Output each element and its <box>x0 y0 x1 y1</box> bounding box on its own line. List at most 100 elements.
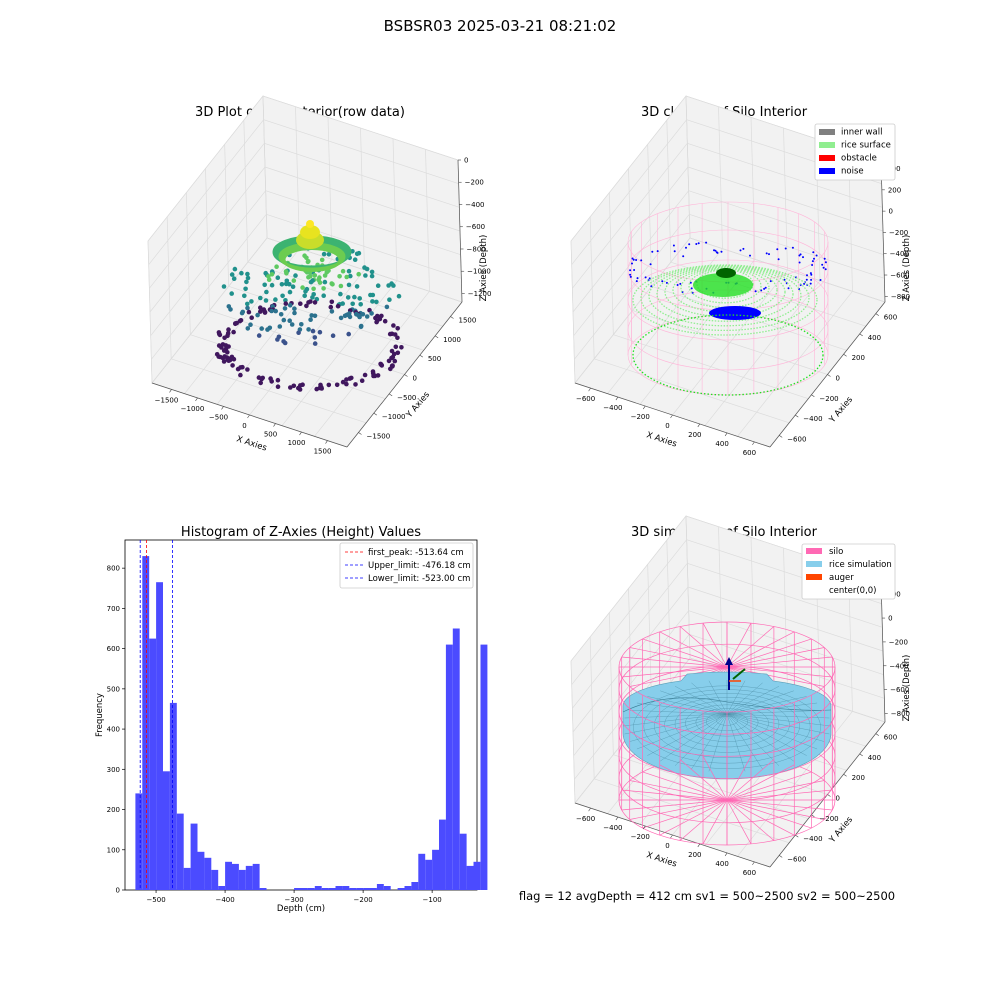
data-point <box>334 382 340 388</box>
data-point <box>387 297 392 303</box>
histogram-bar <box>135 793 143 890</box>
noise-point <box>633 269 636 271</box>
histogram-bar <box>232 863 239 890</box>
histogram-bar <box>259 888 267 890</box>
noise-cluster <box>709 306 761 320</box>
y-tick-label: −200 <box>819 395 838 403</box>
x-tick-mark <box>247 414 250 419</box>
x-tick-mark <box>221 406 224 410</box>
data-point <box>354 284 360 289</box>
y-tick-mark <box>827 794 831 797</box>
silo-floor-spoke <box>642 799 728 829</box>
rice-mesh-spoke <box>726 713 830 735</box>
data-point <box>246 309 252 315</box>
data-point <box>314 386 320 392</box>
data-point <box>321 293 327 299</box>
histogram-legend: first_peak: -513.64 cm Upper_limit: -476… <box>339 542 474 589</box>
noise-point <box>713 249 715 252</box>
z-tick-label: −800 <box>467 245 486 253</box>
y-tick-label: 0 <box>836 795 840 803</box>
rice-surface-ring <box>632 264 818 336</box>
x-tick-label: 200 <box>688 851 701 859</box>
histogram-threshold-lines <box>139 540 173 890</box>
x-tick-label: 0 <box>665 842 669 850</box>
noise-point <box>802 256 804 259</box>
noise-point <box>739 249 742 252</box>
y-tick-label: 700 <box>107 605 120 613</box>
data-point <box>293 273 298 278</box>
data-point <box>296 330 301 336</box>
data-point <box>310 328 316 334</box>
data-point <box>344 381 349 387</box>
rice-surface-cluster <box>693 273 753 297</box>
y-tick-mark <box>450 316 454 319</box>
z-axis-line <box>880 579 886 723</box>
data-point <box>352 294 357 300</box>
z-tick-label: −600 <box>890 686 909 694</box>
x-tick-mark <box>588 387 591 392</box>
x-tick-label: −600 <box>576 815 595 823</box>
rice-mesh-spoke <box>629 710 728 715</box>
data-point <box>357 296 363 301</box>
x-tick-label: −400 <box>603 824 622 832</box>
noise-point <box>644 276 647 279</box>
noise-point <box>690 287 693 290</box>
rice-ridge <box>622 697 832 713</box>
gridline <box>570 515 687 662</box>
noise-point <box>689 281 692 284</box>
data-point <box>269 282 275 288</box>
data-point <box>338 315 344 321</box>
data-point <box>360 312 366 317</box>
histogram-bar <box>225 861 232 890</box>
data-point <box>399 345 404 350</box>
data-point <box>281 317 287 323</box>
y-tick-label: 100 <box>107 846 120 854</box>
data-point <box>359 378 365 384</box>
data-point <box>369 273 375 279</box>
noise-point <box>649 263 652 266</box>
silo-floor-spoke <box>642 771 728 801</box>
z-tick-label: −800 <box>891 293 910 301</box>
gridline <box>147 95 264 242</box>
x-tick-label: −200 <box>631 833 650 841</box>
data-point <box>347 314 353 320</box>
panel2-zlabel: Z Axies (Depth) <box>902 235 912 302</box>
x-tick-label: −500 <box>209 413 228 421</box>
data-point <box>384 304 390 310</box>
x-tick-label: −500 <box>146 896 165 904</box>
histogram-bar <box>163 771 170 890</box>
silo-floor-spoke <box>726 799 812 829</box>
histogram-ylabel: Frequency <box>95 693 105 737</box>
noise-point <box>688 243 691 246</box>
rice-mesh-spoke <box>636 713 728 750</box>
data-point <box>248 322 253 328</box>
noise-point <box>769 280 772 283</box>
data-point <box>231 329 236 335</box>
z-tick-label: −400 <box>465 201 484 209</box>
data-point <box>287 303 293 308</box>
x-tick-label: 1500 <box>314 448 332 456</box>
rice-mesh-spoke <box>726 696 807 715</box>
noise-point <box>805 278 808 281</box>
data-point <box>256 333 262 338</box>
rice-mesh-spoke <box>726 713 832 727</box>
data-point <box>322 273 328 278</box>
y-tick-label: 200 <box>107 806 120 814</box>
noise-point <box>824 268 827 271</box>
rice-mesh-spoke <box>726 713 763 770</box>
data-point <box>312 313 318 319</box>
y-tick-mark <box>859 333 863 337</box>
noise-point <box>819 279 822 281</box>
data-point <box>235 366 241 372</box>
data-point <box>233 321 238 327</box>
panel-classify-scatter: 3D classify of Silo Interior −600−400−20… <box>570 95 912 457</box>
noise-point <box>685 246 687 249</box>
gridline <box>689 237 886 303</box>
data-point <box>228 307 233 312</box>
noise-point <box>776 248 779 251</box>
data-point <box>231 356 237 362</box>
noise-point <box>673 250 676 253</box>
data-point <box>345 295 351 300</box>
legend-auger: auger <box>829 573 854 583</box>
data-point <box>258 305 263 311</box>
